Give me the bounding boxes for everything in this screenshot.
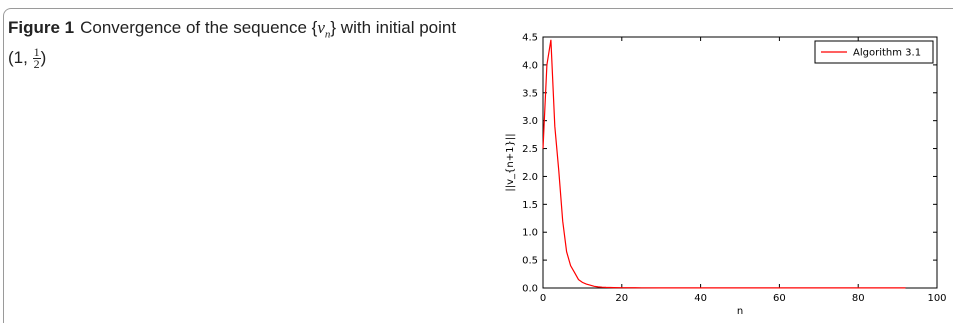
- x-tick-label: 60: [773, 293, 786, 304]
- y-tick-label: 0.0: [522, 284, 538, 295]
- caption-text-before: Convergence of the sequence {: [80, 18, 318, 37]
- x-axis-label: n: [737, 306, 743, 317]
- plot-frame: [542, 36, 938, 289]
- y-tick-label: 2.0: [522, 172, 538, 183]
- y-tick-label: 4.5: [522, 33, 538, 44]
- x-tick-label: 100: [927, 293, 946, 304]
- legend-label: Algorithm 3.1: [853, 48, 921, 59]
- x-tick-label: 40: [694, 293, 707, 304]
- series-line-algorithm-3-1: [542, 39, 906, 289]
- x-tick-label: 0: [540, 293, 546, 304]
- y-axis-label: ||v_{n+1}||: [505, 133, 516, 191]
- figure-caption: Figure 1 Convergence of the sequence {vn}…: [8, 16, 468, 70]
- y-tick-label: 2.5: [522, 144, 538, 155]
- x-tick-label: 20: [615, 293, 628, 304]
- x-tick-label: 80: [852, 293, 865, 304]
- plot-area: 0 20 40 60 80 100 0.0 0.5 1.0 1.5 2.0 2.5 3.0 3.5 4.0 4…: [505, 33, 947, 318]
- y-tick-label: 1.5: [522, 200, 538, 211]
- y-tick-label: 1.0: [522, 228, 538, 239]
- y-tick-label: 0.5: [522, 256, 538, 267]
- caption-text-mid: } with initial point (1,: [8, 18, 457, 68]
- y-tick-label: 3.5: [522, 88, 538, 99]
- caption-text-after: ): [40, 48, 47, 68]
- y-tick-label: 3.0: [522, 116, 538, 127]
- figure-label: Figure 1: [8, 18, 75, 37]
- legend-box: [814, 40, 934, 64]
- caption-variable: vn: [317, 18, 331, 41]
- y-tick-label: 4.0: [522, 60, 538, 71]
- figure-frame: [3, 8, 953, 323]
